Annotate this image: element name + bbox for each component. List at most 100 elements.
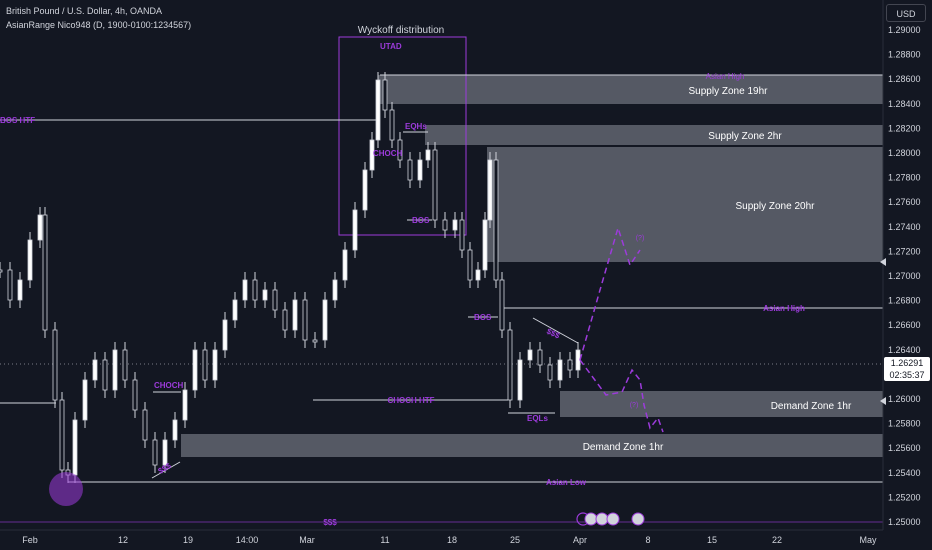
asian-high-top-label: Asian High (706, 72, 745, 81)
candle-body (487, 159, 493, 221)
choch-low-label: CHOCH (154, 381, 184, 390)
candle-body (42, 214, 48, 331)
price-tick-label: 1.25600 (888, 443, 921, 453)
time-tick-label: 14:00 (236, 535, 259, 545)
candle-body (407, 159, 413, 181)
flag-icon[interactable] (606, 512, 620, 526)
candle-body (162, 439, 168, 466)
candle-body (232, 299, 238, 321)
sss-low-line (151, 461, 181, 479)
projection-path-2 (579, 359, 664, 433)
price-tick-label: 1.25800 (888, 419, 921, 429)
flag-icon[interactable] (595, 512, 609, 526)
candle-body (332, 279, 338, 301)
price-axis[interactable]: 1.29000 1.28800 1.28600 1.28400 1.28200 1.280… (888, 25, 921, 527)
candle-body (507, 329, 513, 401)
bos-low-label: BOS (474, 313, 492, 322)
candle-body (27, 239, 33, 281)
candle-body (222, 319, 228, 351)
price-tick-label: 1.26600 (888, 320, 921, 330)
candle-body (567, 359, 573, 371)
candle-body (459, 219, 465, 251)
candle-body (282, 309, 288, 331)
wyckoff-label: Wyckoff distribution (358, 25, 444, 36)
candle-body (72, 419, 78, 476)
price-tick-label: 1.27600 (888, 197, 921, 207)
candle-body (362, 169, 368, 211)
sss-top-label: $$$ (545, 327, 561, 341)
candle-body (52, 329, 58, 401)
candle-body (122, 349, 128, 381)
price-tick-label: 1.25400 (888, 468, 921, 478)
price-tick-label: 1.25000 (888, 517, 921, 527)
wyckoff-box (338, 36, 467, 236)
candle-body (369, 139, 375, 171)
price-tick-label: 1.28600 (888, 74, 921, 84)
time-axis[interactable]: Feb 12 19 14:00 Mar 11 18 25 Apr 8 15 22 May (22, 535, 877, 545)
time-tick-label: 12 (118, 535, 128, 545)
candle-body (302, 299, 308, 341)
candle-body (547, 364, 553, 381)
candle-body (7, 269, 13, 301)
question-label-upper: (?) (636, 235, 645, 242)
time-tick-label: 15 (707, 535, 717, 545)
demand-zone-1hr-upper (560, 391, 883, 417)
supply-zone-2hr-label: Supply Zone 2hr (708, 131, 782, 142)
candle-body (102, 359, 108, 391)
candle-body (82, 379, 88, 421)
demand-zone-1hr-upper-label: Demand Zone 1hr (771, 401, 852, 412)
time-tick-label: 11 (380, 535, 389, 545)
symbol-title[interactable]: British Pound / U.S. Dollar, 4h, OANDA (6, 6, 163, 16)
price-tick-label: 1.29000 (888, 25, 921, 35)
price-tick-label: 1.28200 (888, 123, 921, 133)
candle-body (17, 279, 23, 301)
asian-high-label: Asian High (763, 304, 805, 313)
axis-marker-icon (880, 258, 886, 266)
utad-label: UTAD (380, 42, 402, 51)
candle-body (527, 349, 533, 361)
price-tick-label: 1.28400 (888, 99, 921, 109)
low-highlight-circle (49, 472, 83, 506)
eqhs-label: EQHs (405, 122, 427, 131)
sss-top-line (532, 317, 579, 344)
candle-body (152, 439, 158, 466)
time-tick-label: 25 (510, 535, 520, 545)
bos-mid-label: BOS (412, 216, 430, 225)
candle-body (322, 299, 328, 341)
candle-body (557, 359, 563, 381)
candle-body (452, 219, 458, 231)
supply-zone-20hr-label: Supply Zone 20hr (736, 201, 816, 212)
price-tick-label: 1.27200 (888, 246, 921, 256)
candle-body (432, 149, 438, 221)
choch-upper-label: CHOCH (373, 149, 403, 158)
price-tick-label: 1.27000 (888, 271, 921, 281)
projection-path (579, 225, 641, 361)
candle-body (442, 219, 448, 231)
time-tick-label: 18 (447, 535, 457, 545)
time-tick-label: May (859, 535, 877, 545)
candle-body (342, 249, 348, 281)
flag-icon[interactable] (631, 512, 645, 526)
candle-body (389, 109, 395, 141)
sss-bottom-label: $$$ (323, 518, 337, 527)
candle-body (212, 349, 218, 381)
current-price-label: 1.26291 02:35:37 (884, 357, 930, 381)
time-tick-label: Mar (299, 535, 315, 545)
supply-zone-2hr (425, 125, 883, 145)
price-tick-label: 1.28800 (888, 50, 921, 60)
candles (0, 72, 581, 483)
indicator-title[interactable]: AsianRange Nico948 (D, 1900-0100:1234567… (6, 20, 192, 30)
candle-body (292, 299, 298, 331)
price-tick-label: 1.26800 (888, 296, 921, 306)
event-icons[interactable] (576, 512, 645, 526)
demand-zone-1hr-lower-label: Demand Zone 1hr (583, 442, 664, 453)
candle-body (517, 359, 523, 401)
flag-icon[interactable] (584, 512, 598, 526)
candle-body (182, 389, 188, 421)
currency-button[interactable]: USD (886, 4, 926, 22)
choch-htf-label: CHOCH HTF (387, 396, 434, 405)
candle-body (537, 349, 543, 366)
candle-body (202, 349, 208, 381)
candle-body (475, 269, 481, 281)
